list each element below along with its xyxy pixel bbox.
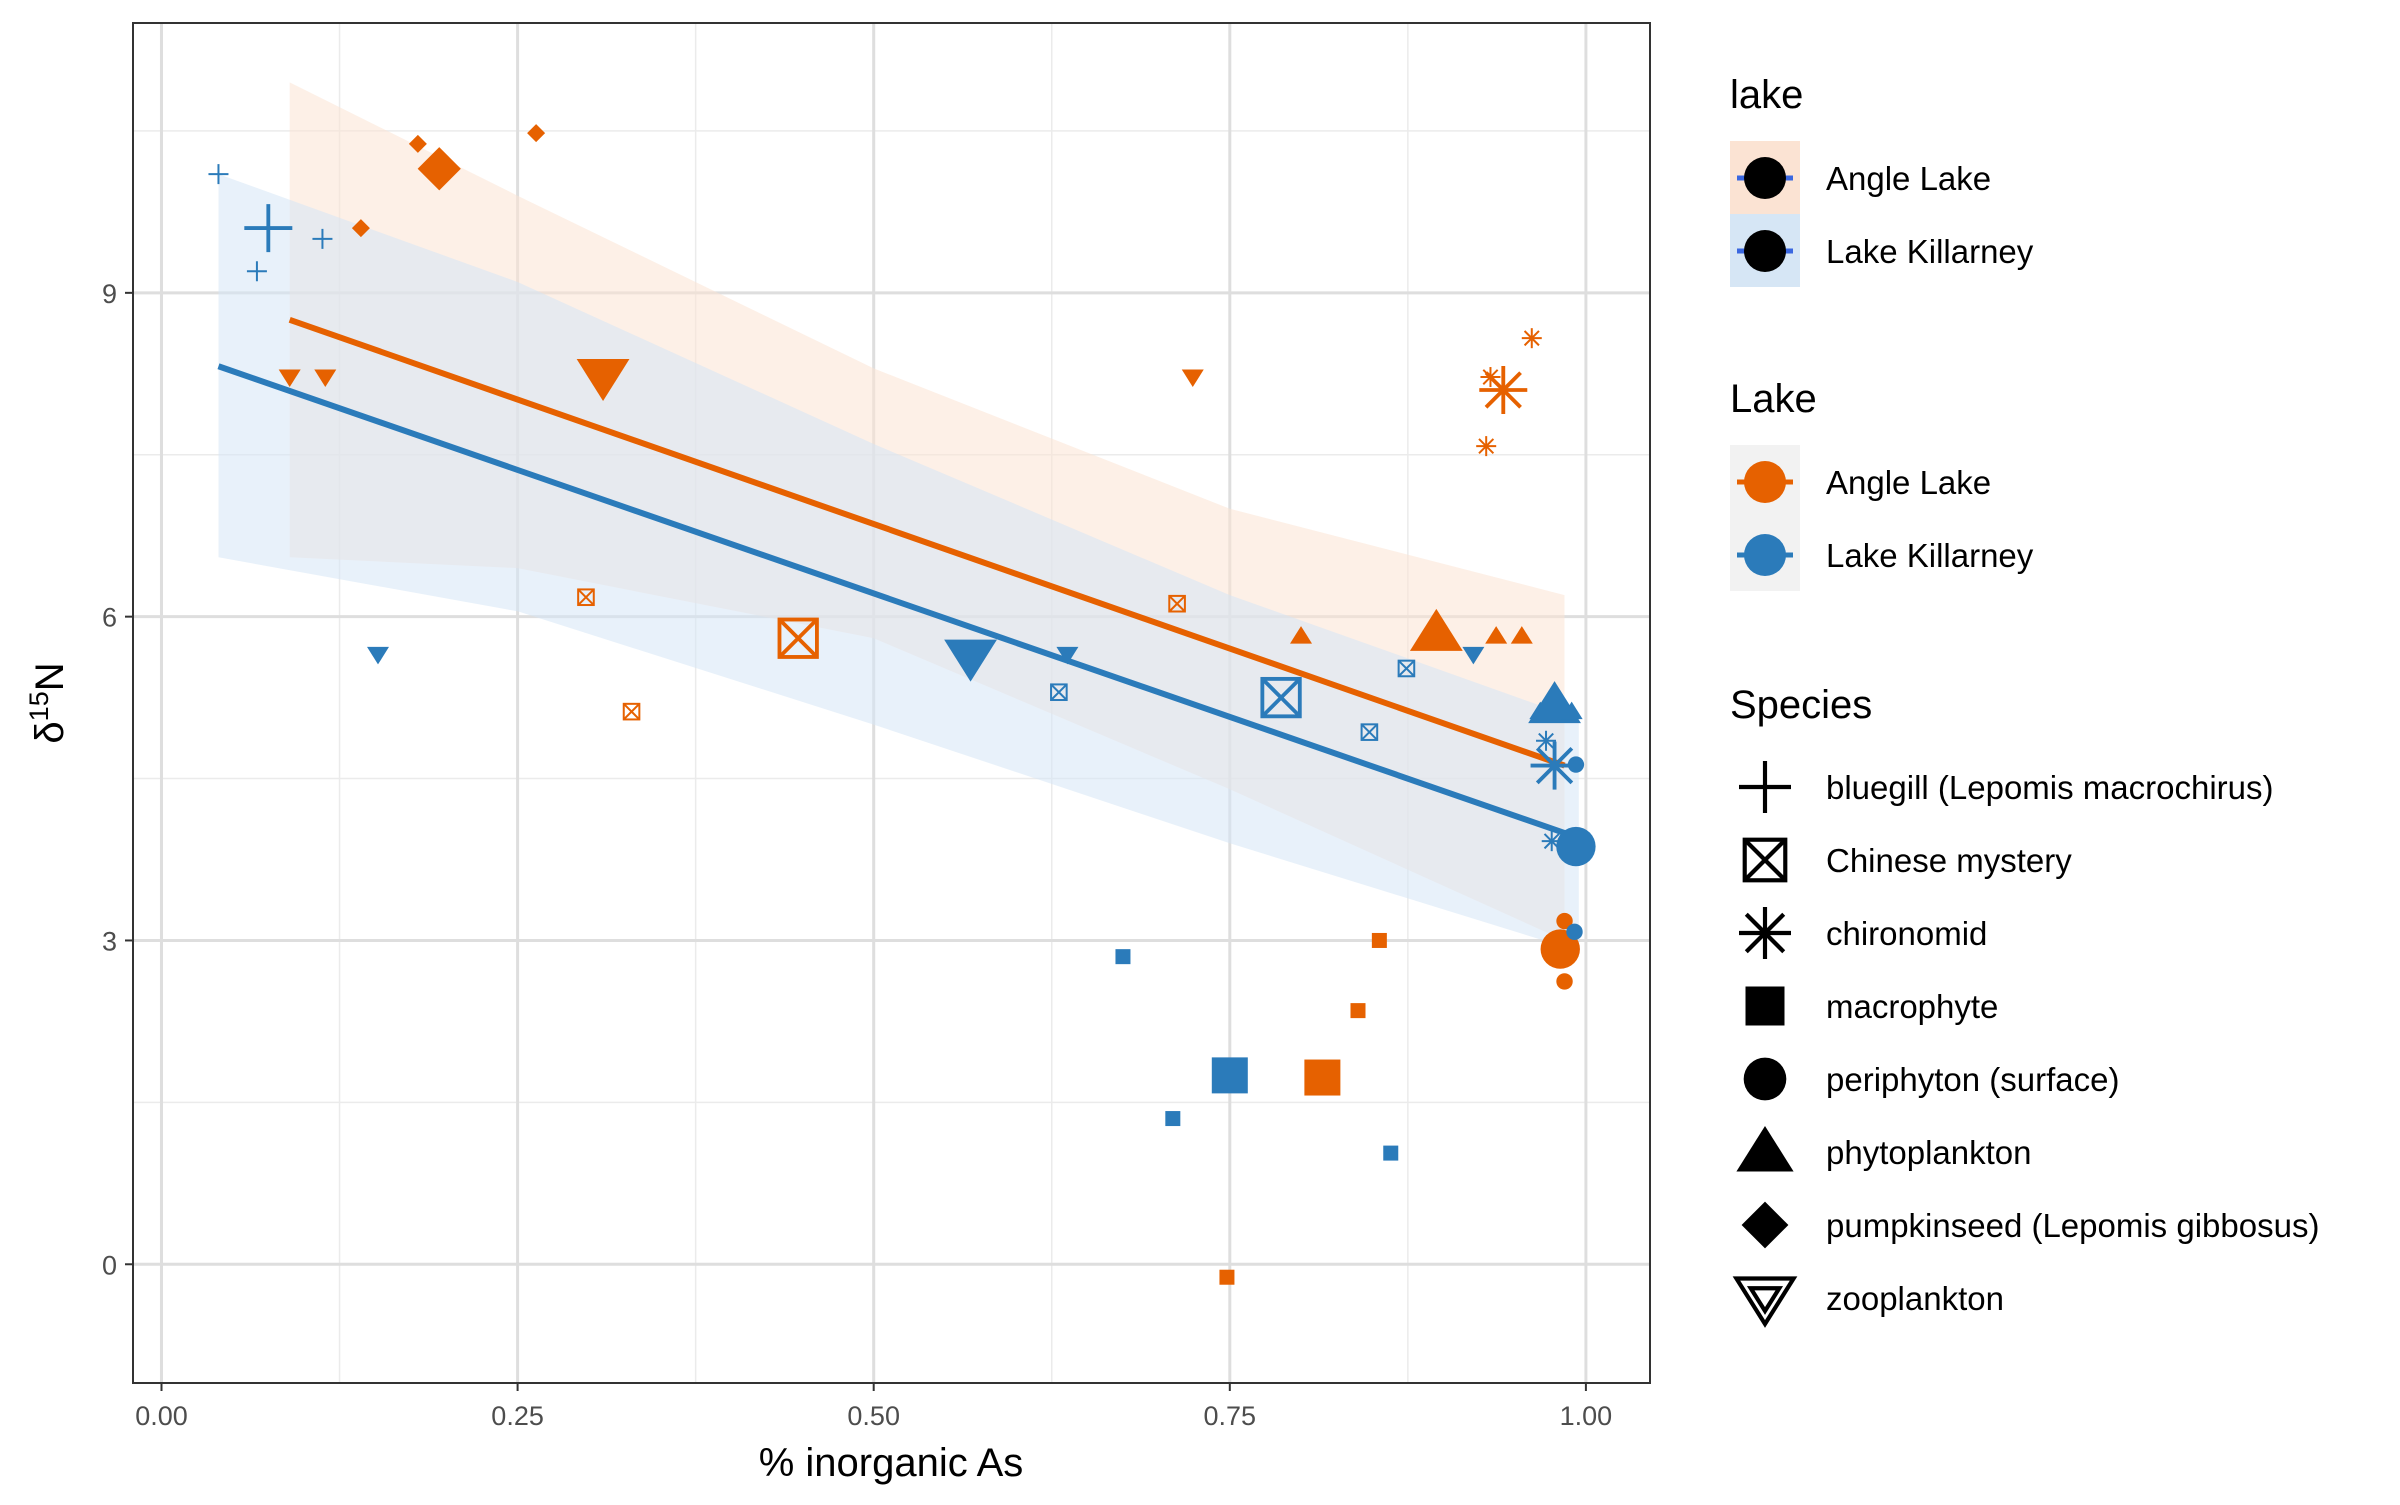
legend-key-chironomid-icon bbox=[1739, 907, 1791, 959]
data-point-periphyton bbox=[1567, 756, 1585, 773]
data-point-periphyton bbox=[1566, 923, 1583, 941]
legend-label: Angle Lake bbox=[1826, 160, 1991, 197]
data-point-macrophyte bbox=[1219, 1269, 1235, 1285]
data-point-macrophyte bbox=[1304, 1059, 1341, 1096]
x-tick-label: 0.75 bbox=[1204, 1401, 1257, 1431]
x-tick-label: 1.00 bbox=[1560, 1401, 1613, 1431]
y-tick-label: 0 bbox=[102, 1250, 117, 1280]
data-point-chinese-mystery bbox=[1397, 659, 1416, 678]
legend-title-species: Species bbox=[1730, 683, 1872, 727]
data-point-zooplankton bbox=[576, 359, 630, 402]
data-point-phytoplankton bbox=[1485, 626, 1508, 644]
legend: lake Angle Lake Lake Killarney Lake Angle La… bbox=[1730, 73, 2319, 1328]
data-point-pumpkinseed bbox=[408, 134, 427, 153]
data-point-pumpkinseed bbox=[351, 219, 370, 238]
legend-title-lake-ribbon: lake bbox=[1730, 73, 1803, 117]
data-point-periphyton bbox=[1556, 912, 1573, 930]
legend-key-circle-icon bbox=[1744, 534, 1786, 576]
legend-key-circle-icon bbox=[1744, 230, 1786, 272]
regression-line-lake-killarney bbox=[217, 363, 1580, 841]
data-point-phytoplankton bbox=[1560, 701, 1583, 720]
plot-panel-border bbox=[132, 22, 1651, 1384]
data-point-bluegill bbox=[312, 228, 333, 249]
legend-key-circle-icon bbox=[1744, 157, 1786, 199]
data-point-zooplankton bbox=[278, 369, 301, 388]
data-point-periphyton bbox=[1556, 826, 1596, 867]
data-point-phytoplankton bbox=[1510, 626, 1533, 644]
legend-key-chinese-mystery-icon bbox=[1742, 837, 1788, 883]
data-point-bluegill bbox=[208, 164, 229, 185]
y-tick-label: 9 bbox=[102, 279, 117, 309]
legend-label: chironomid bbox=[1826, 915, 1987, 952]
legend-label: Lake Killarney bbox=[1826, 233, 2034, 270]
legend-title-lake-color: Lake bbox=[1730, 377, 1817, 421]
data-point-phytoplankton bbox=[1290, 626, 1313, 644]
data-point-chinese-mystery bbox=[1050, 683, 1068, 702]
data-point-macrophyte bbox=[1371, 932, 1387, 948]
data-point-zooplankton bbox=[314, 369, 337, 388]
legend-label: Angle Lake bbox=[1826, 464, 1991, 501]
data-point-zooplankton bbox=[366, 646, 389, 665]
data-point-chinese-mystery bbox=[622, 702, 641, 721]
legend-key-circle-icon bbox=[1744, 461, 1786, 503]
regression-line-angle-lake bbox=[288, 316, 1566, 769]
data-point-macrophyte bbox=[1383, 1145, 1399, 1161]
x-tick-label: 0.00 bbox=[135, 1401, 188, 1431]
x-axis-title: % inorganic As bbox=[759, 1441, 1024, 1485]
legend-key-zooplankton-icon bbox=[1732, 1276, 1798, 1328]
data-point-macrophyte bbox=[1211, 1057, 1248, 1094]
data-point-pumpkinseed bbox=[417, 147, 461, 191]
data-point-phytoplankton bbox=[1409, 608, 1463, 651]
legend-key-bluegill-icon bbox=[1739, 761, 1791, 813]
data-point-chironomid bbox=[1476, 436, 1497, 457]
data-point-zooplankton bbox=[1056, 646, 1079, 665]
data-point-chinese-mystery bbox=[577, 588, 595, 607]
data-point-macrophyte bbox=[1115, 949, 1131, 965]
y-tick-label: 3 bbox=[102, 926, 117, 956]
data-point-zooplankton bbox=[1181, 369, 1204, 388]
data-point-chinese-mystery bbox=[777, 617, 819, 659]
legend-label: Chinese mystery bbox=[1826, 842, 2072, 879]
legend-label: macrophyte bbox=[1826, 988, 1998, 1025]
data-point-pumpkinseed bbox=[527, 124, 546, 143]
legend-label: periphyton (surface) bbox=[1826, 1061, 2119, 1098]
data-point-bluegill bbox=[246, 261, 267, 282]
data-point-macrophyte bbox=[1165, 1111, 1181, 1127]
legend-label: bluegill (Lepomis macrochirus) bbox=[1826, 769, 2274, 806]
y-axis-title: δ15N bbox=[24, 662, 72, 743]
x-tick-label: 0.50 bbox=[847, 1401, 900, 1431]
legend-key-phytoplankton-icon bbox=[1736, 1126, 1794, 1172]
data-point-chironomid bbox=[1521, 328, 1542, 349]
data-point-chinese-mystery bbox=[1168, 594, 1186, 613]
legend-key-periphyton-icon bbox=[1743, 1057, 1787, 1101]
data-point-chinese-mystery bbox=[1260, 676, 1302, 719]
data-point-zooplankton bbox=[944, 639, 997, 682]
legend-key-pumpkinseed-icon bbox=[1741, 1201, 1789, 1249]
confidence-band-lake-killarney bbox=[218, 174, 1579, 952]
legend-label: zooplankton bbox=[1826, 1280, 2004, 1317]
y-tick-label: 6 bbox=[102, 603, 117, 633]
data-point-chironomid bbox=[1536, 730, 1557, 751]
legend-label: pumpkinseed (Lepomis gibbosus) bbox=[1826, 1207, 2319, 1244]
data-point-chinese-mystery bbox=[1360, 723, 1379, 741]
legend-label: Lake Killarney bbox=[1826, 537, 2034, 574]
data-point-chironomid bbox=[1541, 831, 1562, 852]
data-point-periphyton bbox=[1540, 929, 1580, 969]
x-tick-label: 0.25 bbox=[491, 1401, 544, 1431]
data-point-zooplankton bbox=[1462, 646, 1485, 665]
legend-label: phytoplankton bbox=[1826, 1134, 2032, 1171]
legend-key-macrophyte-icon bbox=[1745, 986, 1785, 1026]
data-point-macrophyte bbox=[1350, 1003, 1366, 1019]
data-point-bluegill bbox=[244, 204, 293, 253]
data-point-periphyton bbox=[1556, 973, 1573, 990]
data-point-chironomid bbox=[1479, 365, 1528, 414]
